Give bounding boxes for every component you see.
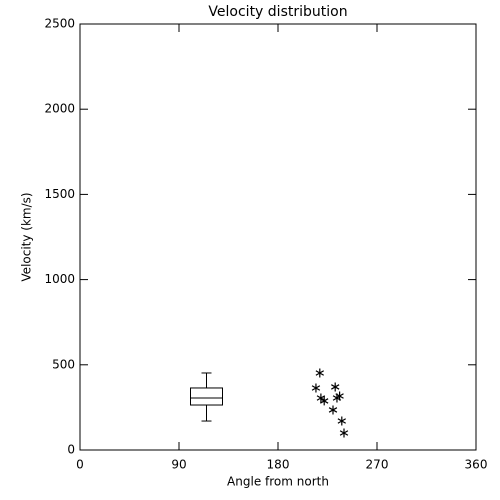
y-tick-label: 2000	[44, 102, 75, 116]
y-tick-label: 500	[52, 357, 75, 371]
point	[335, 391, 344, 401]
point	[315, 368, 324, 378]
point	[320, 396, 329, 406]
point	[328, 405, 338, 415]
y-tick-label: 2500	[44, 17, 75, 31]
point	[339, 428, 349, 438]
point	[316, 393, 326, 403]
point	[337, 416, 346, 426]
x-axis-label: Angle from north	[227, 475, 329, 489]
x-tick-label: 360	[465, 458, 488, 472]
y-axis-label: Velocity (km/s)	[20, 192, 34, 281]
x-tick-label: 90	[171, 458, 186, 472]
box	[190, 387, 223, 406]
y-tick-label: 0	[67, 443, 75, 457]
chart-title: Velocity distribution	[208, 4, 347, 20]
y-tick-label: 1500	[44, 187, 75, 201]
x-tick-label: 180	[267, 458, 290, 472]
x-tick-label: 0	[76, 458, 84, 472]
plot-frame	[79, 23, 477, 451]
point	[331, 382, 340, 392]
point	[311, 383, 321, 393]
y-tick-label: 1000	[44, 272, 75, 286]
x-tick-label: 270	[366, 458, 389, 472]
